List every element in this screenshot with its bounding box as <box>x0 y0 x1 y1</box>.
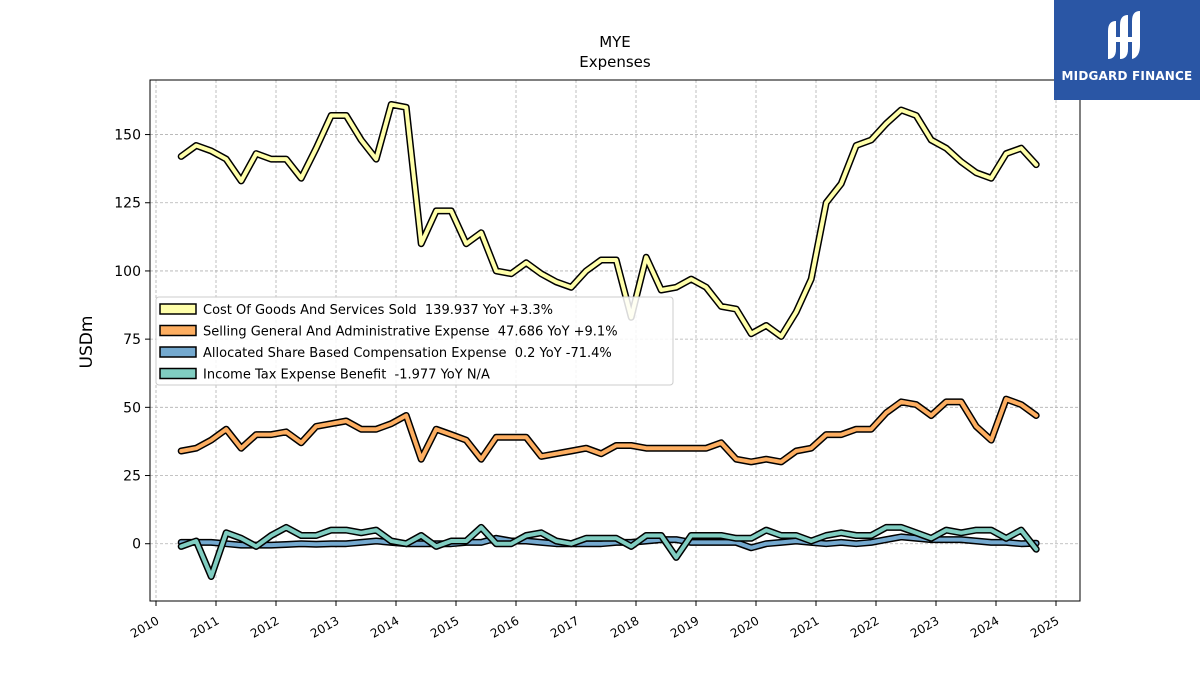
x-tick-label: 2010 <box>128 613 161 640</box>
x-tick-label: 2015 <box>428 613 461 640</box>
series-line-outline <box>177 395 1040 466</box>
series-cost-of-goods-and-services-sold <box>177 101 1040 340</box>
x-tick-label: 2013 <box>308 613 341 640</box>
x-tick-label: 2014 <box>368 613 401 640</box>
y-tick-label: 50 <box>123 400 141 416</box>
x-tick-label: 2016 <box>488 613 521 640</box>
x-tick-label: 2018 <box>608 613 641 640</box>
x-tick-label: 2011 <box>188 613 221 640</box>
legend-label: Cost Of Goods And Services Sold 139.937 … <box>203 303 553 318</box>
x-tick-label: 2019 <box>668 613 701 640</box>
legend: Cost Of Goods And Services Sold 139.937 … <box>155 296 674 386</box>
legend-swatch <box>159 367 197 380</box>
series-allocated-share-based-compensation-expense <box>177 533 1040 552</box>
y-tick-label: 100 <box>114 264 141 280</box>
legend-swatch <box>159 303 197 315</box>
x-tick-label: 2021 <box>788 613 821 640</box>
series-income-tax-expense-benefit <box>177 523 1040 580</box>
logo-text: MIDGARD FINANCE <box>1061 69 1193 83</box>
series-line <box>179 397 1039 464</box>
series-line <box>179 534 1039 550</box>
y-tick-label: 125 <box>114 196 141 212</box>
logo-mark-icon <box>1108 11 1140 59</box>
y-tick-label: 25 <box>123 469 141 485</box>
legend-swatch <box>159 346 197 358</box>
chart-title: MYE <box>599 33 631 51</box>
chart-subtitle: Expenses <box>579 53 651 71</box>
legend-label: Selling General And Administrative Expen… <box>203 325 618 340</box>
y-tick-label: 0 <box>132 537 141 553</box>
series-line <box>179 102 1039 339</box>
series-layer <box>177 101 1040 580</box>
legend-label: Income Tax Expense Benefit -1.977 YoY N/… <box>203 368 490 383</box>
x-tick-label: 2025 <box>1028 613 1061 640</box>
series-line <box>179 525 1039 579</box>
legend-box <box>155 296 674 386</box>
plot-frame <box>149 79 1081 602</box>
legend-swatch <box>159 324 197 337</box>
x-tick-label: 2012 <box>248 613 281 640</box>
x-tick-label: 2020 <box>728 613 761 640</box>
legend-label: Allocated Share Based Compensation Expen… <box>203 346 612 361</box>
x-tick-label: 2017 <box>548 613 581 640</box>
series-selling-general-and-administrative-expense <box>177 395 1040 466</box>
y-tick-label: 75 <box>123 332 141 348</box>
x-tick-label: 2023 <box>908 613 941 640</box>
y-tick-label: 150 <box>114 128 141 144</box>
x-tick-label: 2022 <box>848 613 881 640</box>
midgard-finance-logo: MIDGARD FINANCE <box>1054 0 1200 100</box>
x-tick-label: 2024 <box>968 613 1001 640</box>
y-axis-label: USDm <box>77 316 97 369</box>
